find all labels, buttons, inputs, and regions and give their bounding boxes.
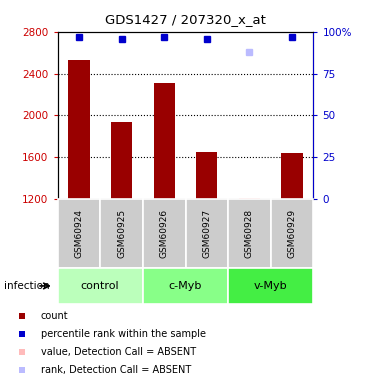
Text: infection: infection <box>4 281 49 291</box>
Text: count: count <box>41 311 68 321</box>
Text: GSM60924: GSM60924 <box>74 209 83 258</box>
Text: GSM60926: GSM60926 <box>160 209 169 258</box>
Text: c-Myb: c-Myb <box>169 281 202 291</box>
Text: GSM60925: GSM60925 <box>117 209 126 258</box>
Text: GSM60927: GSM60927 <box>202 209 211 258</box>
Bar <box>68 60 89 199</box>
Bar <box>143 268 228 304</box>
Bar <box>143 199 186 268</box>
Bar <box>282 153 303 199</box>
Bar <box>196 152 217 199</box>
Bar <box>100 199 143 268</box>
Text: v-Myb: v-Myb <box>254 281 288 291</box>
Text: control: control <box>81 281 119 291</box>
Bar <box>228 268 313 304</box>
Bar <box>228 199 271 268</box>
Bar <box>186 199 228 268</box>
Text: GDS1427 / 207320_x_at: GDS1427 / 207320_x_at <box>105 13 266 26</box>
Text: GSM60929: GSM60929 <box>288 209 297 258</box>
Bar <box>58 268 143 304</box>
Bar <box>58 199 100 268</box>
Text: GSM60928: GSM60928 <box>245 209 254 258</box>
Bar <box>111 122 132 199</box>
Text: value, Detection Call = ABSENT: value, Detection Call = ABSENT <box>41 347 196 357</box>
Bar <box>154 83 175 199</box>
Bar <box>239 198 260 199</box>
Text: rank, Detection Call = ABSENT: rank, Detection Call = ABSENT <box>41 364 191 375</box>
Bar <box>271 199 313 268</box>
Text: percentile rank within the sample: percentile rank within the sample <box>41 329 206 339</box>
